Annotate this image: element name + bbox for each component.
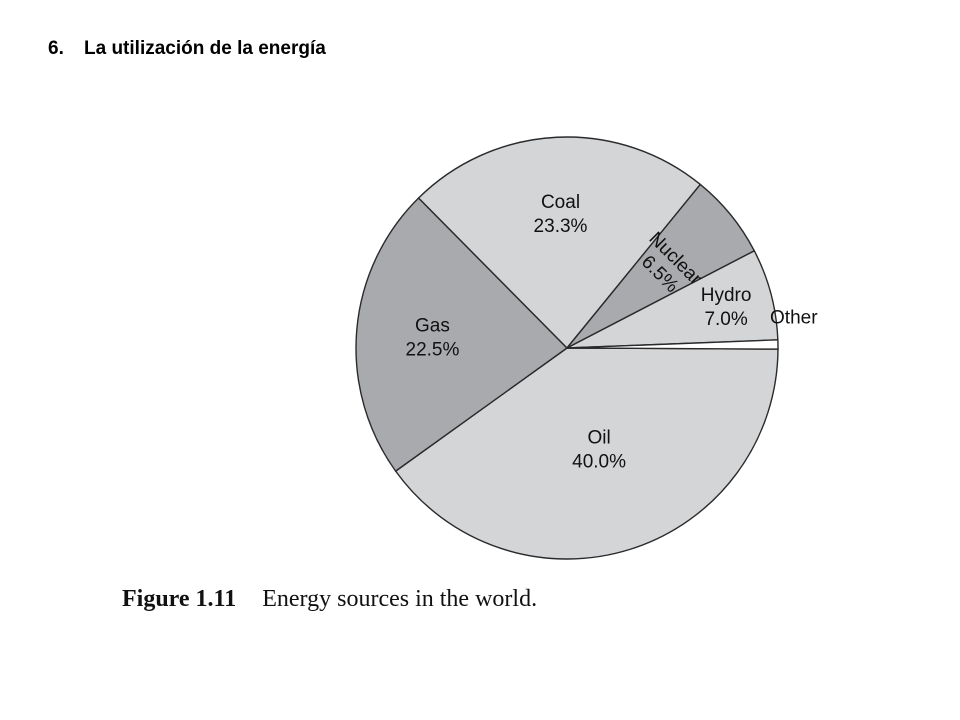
figure-caption-text: Energy sources in the world. bbox=[262, 586, 538, 612]
figure-number: Figure 1.11 bbox=[122, 586, 237, 612]
pie-slice-gas bbox=[355, 197, 569, 473]
heading-text: La utilización de la energía bbox=[84, 38, 326, 59]
page-heading: 6. La utilización de la energía bbox=[48, 38, 326, 60]
pie-slices bbox=[355, 136, 779, 560]
pie-label-value: 7.0% bbox=[704, 309, 747, 330]
pie-label-name: Oil bbox=[587, 428, 610, 449]
pie-slice-coal bbox=[417, 136, 702, 350]
pie-label-coal: Coal 23.3% bbox=[534, 192, 588, 237]
pie-label-name: Coal bbox=[541, 192, 580, 213]
pie-label-hydro: Hydro 7.0% bbox=[701, 285, 752, 330]
pie-label-name: Hydro bbox=[701, 285, 752, 306]
pie-slice-oil bbox=[394, 347, 779, 560]
pie-label-name: Other bbox=[770, 307, 818, 328]
heading-number: 6. bbox=[48, 38, 64, 59]
pie-label-value: 22.5% bbox=[405, 340, 459, 361]
pie-label-oil: Oil 40.0% bbox=[572, 428, 626, 473]
pie-slice-other bbox=[566, 339, 779, 350]
pie-label-value: 23.3% bbox=[534, 216, 588, 237]
pie-label-other: Other bbox=[770, 307, 818, 328]
pie-label-value: 40.0% bbox=[572, 452, 626, 473]
figure-caption: Figure 1.11 Energy sources in the world. bbox=[122, 586, 537, 613]
pie-label-name: Gas bbox=[415, 316, 450, 337]
pie-label-gas: Gas 22.5% bbox=[405, 316, 459, 361]
